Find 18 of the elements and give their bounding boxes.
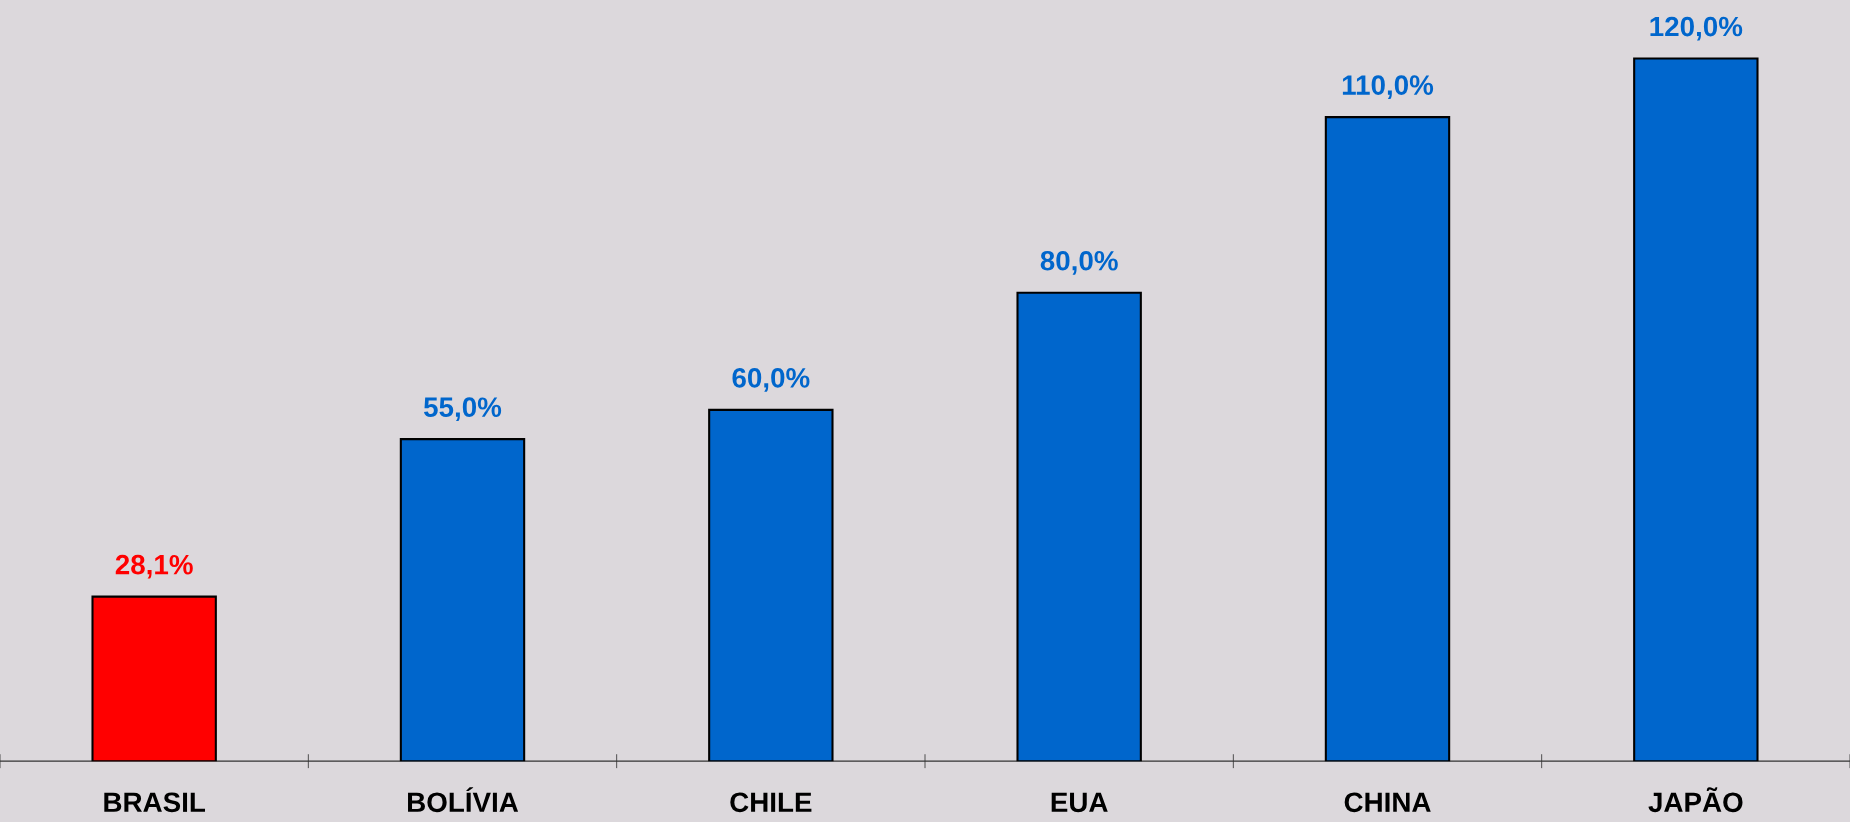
x-tick-label: EUA: [1051, 792, 1108, 813]
x-tick-label: CHILE: [730, 792, 812, 813]
data-label: 55,0%: [423, 397, 502, 422]
x-tick-label: CHINA: [1344, 792, 1431, 813]
x-tick-label: BOLÍVIA: [408, 787, 519, 813]
data-label: 110,0%: [1342, 75, 1434, 99]
bar: [91, 595, 217, 762]
data-label: 60,0%: [732, 368, 810, 392]
bar: [1016, 291, 1142, 762]
data-label: 120,0%: [1650, 16, 1743, 41]
bar: [1324, 116, 1451, 762]
bar: [1633, 57, 1759, 762]
data-label: 80,0%: [1040, 250, 1118, 275]
data-label: 28,1%: [115, 554, 193, 579]
x-tick-label: BRASIL: [104, 792, 206, 813]
bar: [708, 408, 834, 762]
bar: [399, 438, 526, 762]
x-tick-label: JAPÃO: [1648, 787, 1743, 813]
